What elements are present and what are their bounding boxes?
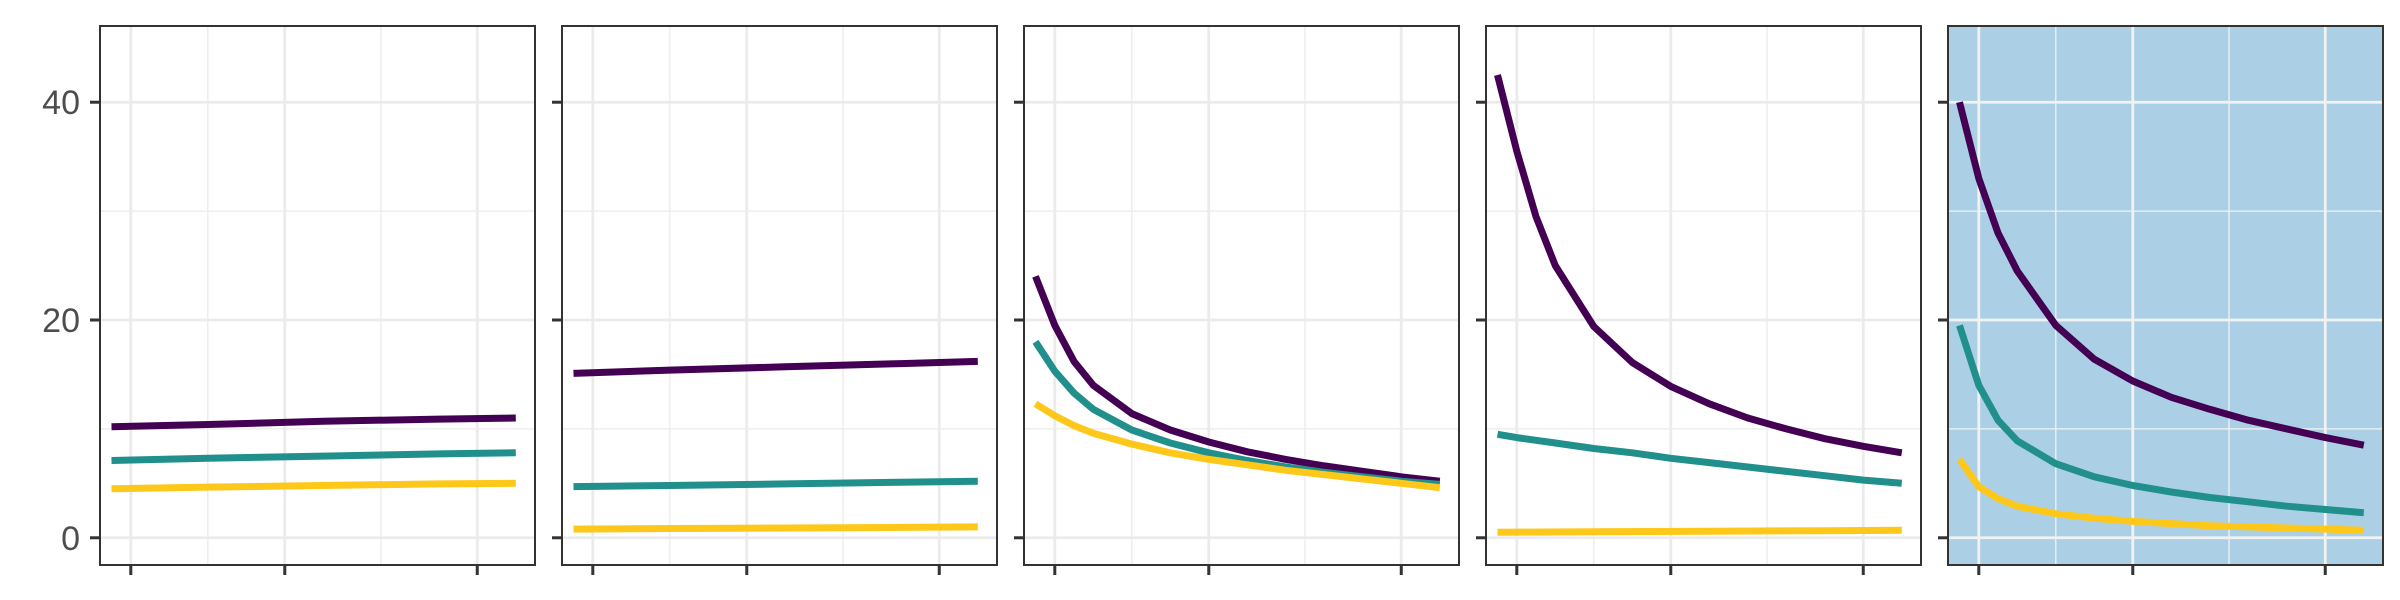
series-line-1 (1956, 101, 2365, 449)
series-line-1 (573, 357, 978, 377)
panel-border (1947, 25, 2384, 566)
series-line-3 (1497, 526, 1902, 536)
y-tick-label: 0 (61, 520, 80, 558)
panel-border (561, 25, 998, 566)
facet-panel-1: 0 20 40 (42, 25, 536, 575)
facet-panel-4 (1476, 25, 1922, 575)
series-line-2 (111, 449, 516, 464)
panel-plot-area (1486, 26, 1921, 565)
series-line-3 (1956, 457, 2364, 534)
series-line-2 (1956, 324, 2365, 517)
panel-background (1948, 26, 2383, 565)
panel-background (562, 26, 997, 565)
series-line-1 (111, 414, 516, 431)
series-line-1 (1494, 74, 1903, 457)
y-tick-label: 40 (42, 84, 80, 122)
series-line-3 (573, 523, 978, 533)
panel-plot-area (1024, 26, 1459, 565)
series-line-2 (573, 477, 978, 491)
facet-panel-5 (1938, 25, 2384, 575)
series-line-1 (1032, 275, 1441, 485)
facet-panel-2 (552, 25, 998, 575)
panel-border (1485, 25, 1922, 566)
panel-background (100, 26, 535, 565)
facet-panel-3 (1014, 25, 1460, 575)
panel-border (99, 25, 536, 566)
series-line-2 (1496, 430, 1903, 487)
y-tick-label: 20 (42, 302, 80, 340)
panel-background (1486, 26, 1921, 565)
series-line-3 (111, 479, 516, 493)
panel-plot-area (100, 26, 535, 565)
series-line-3 (1033, 400, 1441, 492)
panel-border (1023, 25, 1460, 566)
panel-plot-area (562, 26, 997, 565)
panel-plot-area (1948, 26, 2383, 565)
